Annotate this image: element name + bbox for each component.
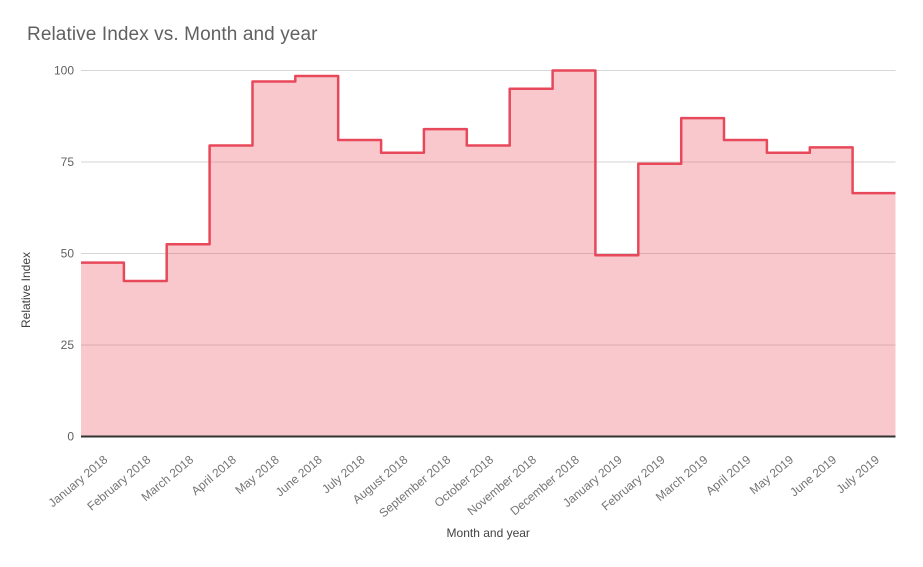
y-tick-label: 100 — [54, 64, 74, 78]
x-tick-label: June 2018 — [273, 452, 325, 499]
series-area — [81, 70, 896, 437]
x-tick-label: June 2019 — [787, 452, 839, 499]
y-tick-label: 0 — [67, 430, 74, 444]
x-tick-label: July 2019 — [834, 452, 883, 496]
y-axis-title: Relative Index — [19, 252, 33, 328]
x-tick-label: September 2018 — [376, 452, 453, 520]
y-tick-label: 25 — [61, 338, 75, 352]
series-line — [80, 69, 896, 283]
x-tick-label: April 2019 — [703, 452, 754, 498]
x-axis-title: Month and year — [447, 526, 530, 540]
chart-title: Relative Index vs. Month and year — [27, 24, 318, 45]
y-tick-label: 75 — [61, 155, 75, 169]
x-tick-label: April 2018 — [189, 452, 240, 498]
y-tick-label: 50 — [61, 247, 75, 261]
